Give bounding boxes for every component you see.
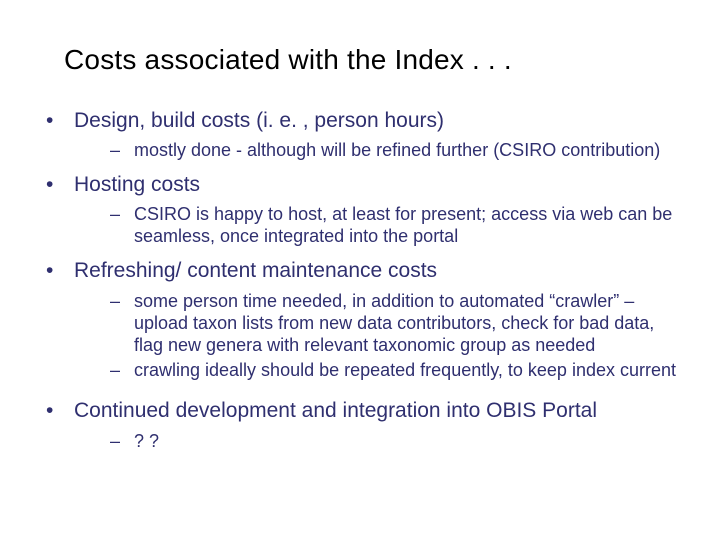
- sub-bullet-list: CSIRO is happy to host, at least for pre…: [74, 204, 696, 248]
- sub-bullet-item: crawling ideally should be repeated freq…: [108, 360, 686, 382]
- sub-bullet-item: mostly done - although will be refined f…: [108, 140, 686, 162]
- bullet-item: Refreshing/ content maintenance costs so…: [38, 258, 696, 382]
- bullet-text: Continued development and integration in…: [74, 399, 597, 422]
- sub-bullet-list: ? ?: [74, 431, 696, 453]
- slide: Costs associated with the Index . . . De…: [0, 0, 720, 540]
- sub-bullet-list: mostly done - although will be refined f…: [74, 140, 696, 162]
- sub-bullet-text: mostly done - although will be refined f…: [134, 140, 660, 160]
- slide-content: Design, build costs (i. e. , person hour…: [38, 108, 696, 463]
- sub-bullet-list: some person time needed, in addition to …: [74, 291, 696, 383]
- bullet-text: Design, build costs (i. e. , person hour…: [74, 109, 444, 132]
- sub-bullet-text: ? ?: [134, 431, 159, 451]
- bullet-item: Hosting costs CSIRO is happy to host, at…: [38, 172, 696, 248]
- sub-bullet-item: ? ?: [108, 431, 686, 453]
- sub-bullet-text: crawling ideally should be repeated freq…: [134, 360, 676, 380]
- bullet-item: Design, build costs (i. e. , person hour…: [38, 108, 696, 162]
- bullet-text: Hosting costs: [74, 173, 200, 196]
- bullet-text: Refreshing/ content maintenance costs: [74, 259, 437, 282]
- sub-bullet-text: CSIRO is happy to host, at least for pre…: [134, 204, 672, 246]
- slide-title: Costs associated with the Index . . .: [64, 44, 512, 76]
- bullet-list: Design, build costs (i. e. , person hour…: [38, 108, 696, 453]
- bullet-item: Continued development and integration in…: [38, 398, 696, 452]
- sub-bullet-item: some person time needed, in addition to …: [108, 291, 686, 357]
- sub-bullet-item: CSIRO is happy to host, at least for pre…: [108, 204, 686, 248]
- sub-bullet-text: some person time needed, in addition to …: [134, 291, 654, 355]
